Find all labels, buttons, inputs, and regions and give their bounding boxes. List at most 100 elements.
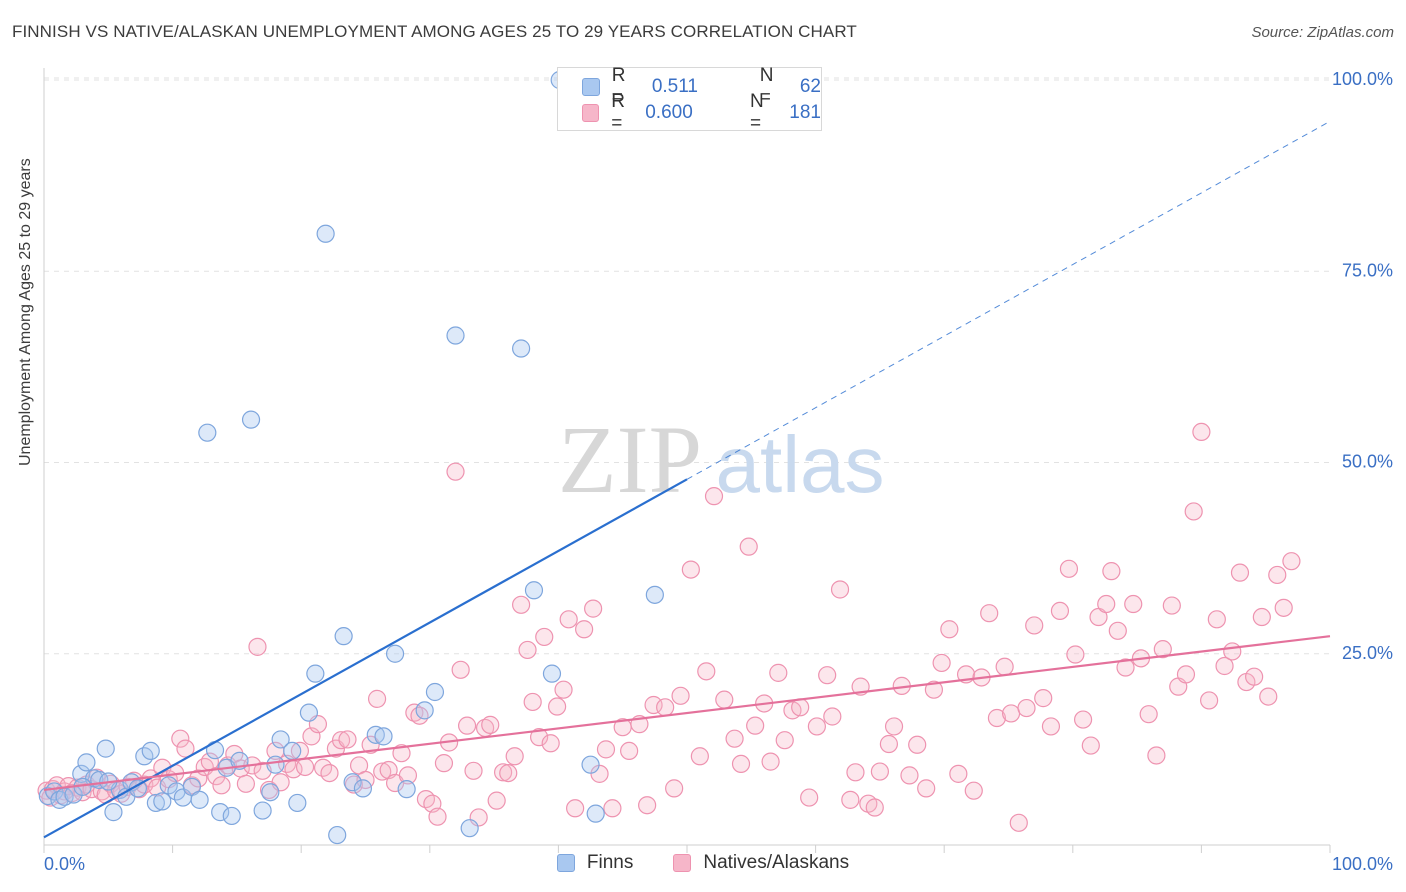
correlation-legend: R = 0.511 N = 62 R = 0.600 N = 181 [557, 65, 822, 134]
natives-point [464, 761, 483, 780]
natives-point [523, 692, 542, 712]
natives-point [818, 666, 837, 685]
natives-point [575, 620, 594, 639]
finns-point [141, 741, 160, 761]
natives-point [823, 707, 842, 726]
natives-point [446, 462, 465, 481]
natives-point [870, 762, 890, 781]
legend-row-natives: R = 0.600 N = 181 [582, 91, 821, 134]
natives-point [865, 798, 884, 817]
natives-trend-line [43, 635, 1331, 792]
natives-point [791, 698, 810, 717]
finns-point [353, 779, 373, 798]
finns-point [328, 825, 347, 845]
tick-labels: 25.0% 50.0% 75.0% 100.0% 0.0% 100.0% [44, 69, 1393, 874]
finns-point [645, 585, 664, 604]
natives-point [665, 779, 684, 798]
natives-point [671, 686, 690, 705]
finns-trend-extension [686, 120, 1331, 480]
finns-point [586, 804, 605, 823]
natives-point [505, 747, 524, 766]
natives-point [248, 637, 267, 656]
natives-point [416, 789, 436, 809]
finns-point [146, 793, 165, 813]
finns-point [415, 701, 434, 720]
natives-point [338, 730, 357, 749]
natives-point [541, 734, 560, 753]
natives-point [690, 747, 709, 766]
natives-point [924, 680, 944, 699]
natives-point [1081, 736, 1100, 755]
series-legend: Finns Natives/Alaskans [0, 852, 1406, 874]
natives-point [995, 657, 1014, 676]
natives-point [487, 791, 506, 810]
natives-point [704, 487, 724, 506]
natives-point [964, 781, 983, 800]
natives-point [548, 697, 567, 716]
finns-point [446, 326, 465, 345]
legend-n-label: N = [759, 65, 774, 108]
y-tick-label: 50.0% [1342, 452, 1393, 472]
natives-point [494, 763, 513, 782]
watermark-zip: ZIP [558, 406, 702, 513]
natives-point [236, 774, 256, 793]
natives-point [731, 754, 751, 774]
natives-point [1259, 687, 1278, 706]
finns-point [50, 790, 69, 809]
natives-point [620, 741, 639, 761]
natives-point [1073, 710, 1093, 729]
finns-point [198, 423, 217, 442]
source-credit: Source: ZipAtlas.com [1251, 24, 1394, 41]
natives-point [1124, 594, 1143, 614]
finns-point [261, 783, 280, 802]
natives-point [725, 729, 744, 748]
natives-point [1108, 621, 1127, 640]
natives-point [295, 757, 315, 777]
finns-points [38, 70, 697, 845]
finns-point [512, 339, 531, 358]
watermark: ZIP atlas [558, 406, 884, 513]
natives-point [841, 790, 860, 809]
natives-point [932, 653, 951, 673]
natives-point [775, 731, 794, 750]
finns-legend-label: Finns [586, 852, 634, 873]
natives-point [1139, 705, 1158, 724]
natives-point [800, 788, 819, 807]
finns-legend-swatch [556, 854, 575, 872]
finns-swatch [582, 78, 600, 96]
finns-point [96, 739, 115, 758]
natives-point [715, 690, 734, 709]
natives-point [1097, 594, 1116, 614]
y-tick-label: 25.0% [1342, 643, 1393, 663]
finns-point [104, 803, 123, 822]
natives-point [1034, 689, 1053, 708]
natives-point [917, 779, 936, 798]
y-tick-label: 100.0% [1332, 69, 1393, 89]
finns-point [385, 644, 405, 663]
natives-point [331, 731, 351, 750]
natives-point [1147, 746, 1166, 765]
natives-point [512, 595, 531, 614]
natives-point [457, 716, 477, 735]
finns-point [460, 819, 479, 838]
natives-point [1102, 562, 1121, 581]
finns-point [306, 664, 325, 683]
natives-point [410, 706, 429, 725]
natives-point [1001, 704, 1021, 723]
axes [43, 68, 1331, 853]
natives-point [1009, 813, 1028, 832]
natives-point [980, 604, 999, 623]
natives-point [434, 754, 454, 773]
legend-item-natives: Natives/Alaskans [673, 852, 849, 874]
finns-point [222, 806, 241, 826]
natives-legend-swatch [673, 854, 692, 872]
natives-point [584, 599, 603, 618]
natives-point [1200, 691, 1219, 710]
finns-point [397, 780, 416, 799]
natives-point [535, 627, 554, 647]
natives-point [212, 776, 231, 795]
legend-item-finns: Finns [556, 852, 634, 874]
watermark-atlas: atlas [716, 420, 885, 509]
natives-legend-label: Natives/Alaskans [703, 852, 850, 873]
natives-point [644, 695, 663, 715]
